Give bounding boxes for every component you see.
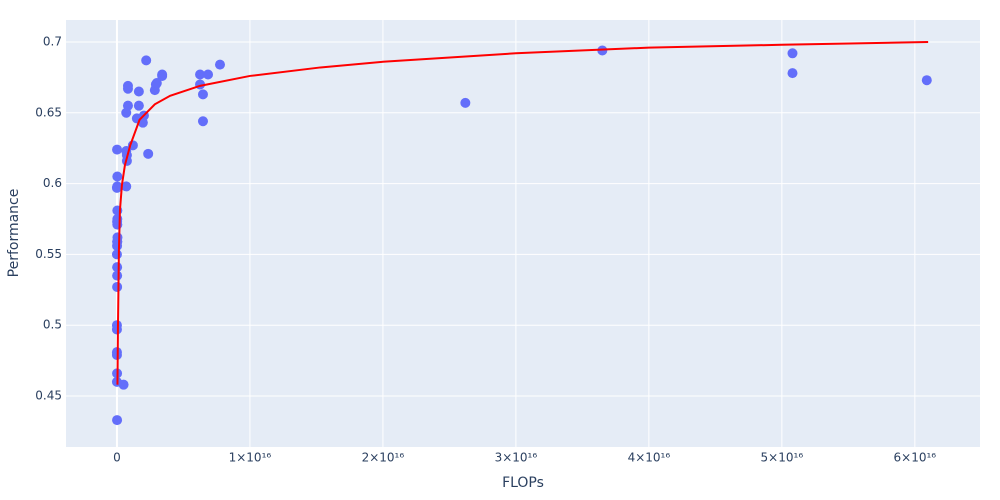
point	[133, 100, 144, 111]
point	[787, 68, 798, 79]
x-tick-label: 2×10¹⁶	[362, 451, 405, 465]
point	[141, 55, 152, 66]
point	[197, 89, 208, 100]
point	[121, 181, 132, 192]
point	[112, 281, 123, 292]
point	[157, 69, 168, 80]
y-tick-label: 0.7	[43, 34, 62, 48]
point	[112, 415, 123, 426]
point	[133, 86, 144, 97]
point	[112, 144, 123, 155]
point	[214, 59, 225, 70]
point	[195, 69, 206, 80]
y-tick-label: 0.5	[43, 318, 62, 332]
point	[112, 262, 123, 273]
x-tick-label: 1×10¹⁶	[229, 451, 272, 465]
point	[921, 75, 932, 86]
point	[122, 100, 133, 111]
point	[787, 48, 798, 59]
point	[197, 116, 208, 127]
y-tick-label: 0.65	[35, 105, 62, 119]
y-tick-label: 0.55	[35, 247, 62, 261]
y-tick-label: 0.45	[35, 389, 62, 403]
point	[122, 80, 133, 91]
point	[203, 69, 214, 80]
y-tick-label: 0.6	[43, 176, 62, 190]
y-axis-title: Performance	[6, 189, 22, 278]
x-tick-label: 4×10¹⁶	[628, 451, 671, 465]
point	[460, 97, 471, 108]
point	[112, 181, 123, 192]
x-tick-label: 3×10¹⁶	[495, 451, 538, 465]
x-tick-label: 5×10¹⁶	[761, 451, 804, 465]
point	[112, 232, 123, 243]
x-tick-label: 6×10¹⁶	[894, 451, 937, 465]
point	[143, 148, 154, 159]
point	[151, 78, 162, 89]
fit-line	[116, 40, 929, 385]
plot-area	[66, 20, 980, 447]
x-axis-title: FLOPs	[502, 475, 544, 491]
x-tick-label: 0	[113, 451, 121, 465]
point	[112, 171, 123, 182]
point	[111, 320, 122, 331]
